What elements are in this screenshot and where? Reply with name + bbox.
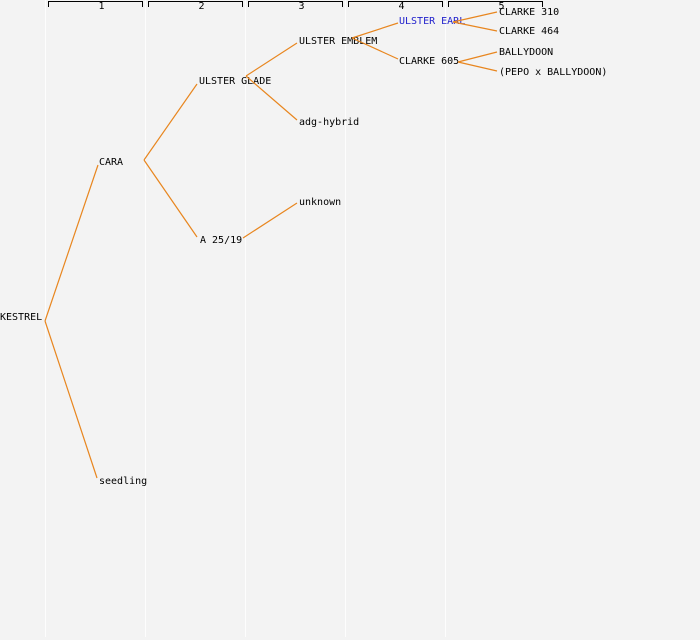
column-separator-line <box>44 0 46 637</box>
pedigree-edge-cara-a-25-19 <box>143 159 198 238</box>
node-clarke-464[interactable]: CLARKE 464 <box>499 26 560 37</box>
column-separator-line <box>444 0 446 637</box>
node-ballydoon[interactable]: BALLYDOON <box>499 47 554 58</box>
node-unknown[interactable]: unknown <box>299 197 342 208</box>
node-seedling[interactable]: seedling <box>99 476 148 487</box>
node-kestrel[interactable]: KESTREL <box>0 312 43 323</box>
node-cara[interactable]: CARA <box>99 157 124 168</box>
generation-bracket <box>148 1 243 7</box>
generation-label: 2 <box>198 1 205 12</box>
column-separator-line <box>344 0 346 637</box>
generation-label: 4 <box>398 1 405 12</box>
generation-bracket <box>48 1 143 7</box>
generation-bracket <box>448 1 543 7</box>
generation-label: 1 <box>98 1 105 12</box>
pedigree-edge-kestrel-cara <box>44 164 99 322</box>
node-clarke-310[interactable]: CLARKE 310 <box>499 7 560 18</box>
node-pepo-x-ballydoon[interactable]: (PEPO x BALLYDOON) <box>499 67 608 78</box>
node-adg-hybrid[interactable]: adg-hybrid <box>299 117 360 128</box>
pedigree-edge-clarke-605-pepo-x-ballydoon <box>457 61 498 72</box>
generation-bracket <box>248 1 343 7</box>
pedigree-edge-clarke-605-ballydoon <box>457 51 498 63</box>
generation-label: 5 <box>498 1 505 12</box>
node-ulster-emblem[interactable]: ULSTER EMBLEM <box>299 36 378 47</box>
node-a-25-19[interactable]: A 25/19 <box>200 235 243 246</box>
column-separator-line <box>144 0 146 637</box>
pedigree-edge-ulster-glade-ulster-emblem <box>245 42 298 77</box>
node-ulster-earl[interactable]: ULSTER EARL <box>399 16 466 27</box>
generation-label: 3 <box>298 1 305 12</box>
node-clarke-605[interactable]: CLARKE 605 <box>399 56 460 67</box>
node-ulster-glade[interactable]: ULSTER GLADE <box>199 76 272 87</box>
pedigree-edge-kestrel-seedling <box>44 320 98 479</box>
generation-bracket <box>348 1 443 7</box>
column-separator-line <box>244 0 246 637</box>
pedigree-edge-cara-ulster-glade <box>143 83 198 161</box>
pedigree-edge-a-25-19-unknown <box>242 202 298 239</box>
